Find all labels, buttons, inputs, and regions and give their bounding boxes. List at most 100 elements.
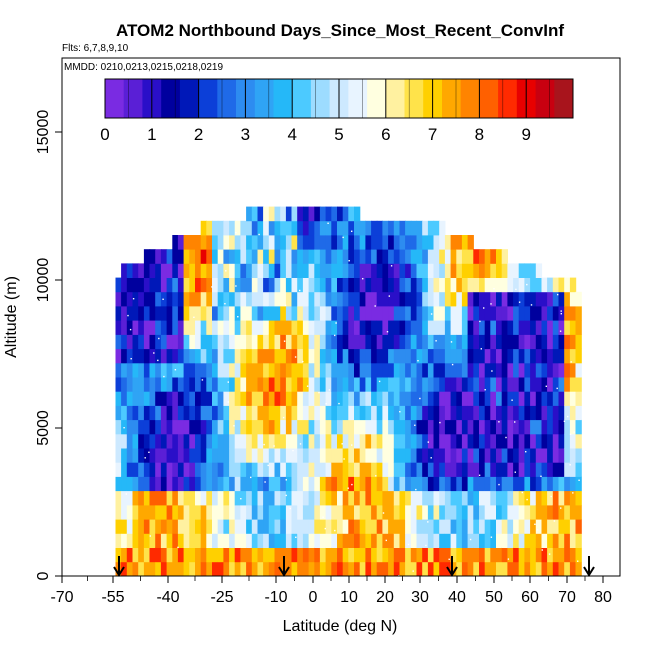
heatmap-cell	[513, 505, 520, 520]
heatmap-cell	[229, 462, 236, 477]
heatmap-cell	[535, 320, 543, 335]
heatmap-cell	[200, 519, 207, 534]
heatmap-cell	[354, 277, 361, 293]
heatmap-cell	[433, 320, 440, 335]
heatmap-cell	[348, 362, 355, 378]
heatmap-cell	[365, 433, 372, 449]
heatmap-cell	[297, 433, 304, 449]
heatmap-cell	[195, 291, 202, 307]
heatmap-cell	[206, 249, 213, 264]
heatmap-cell	[558, 291, 565, 307]
heatmap-cell	[280, 206, 287, 222]
heatmap-cell	[268, 206, 276, 222]
heatmap-cell	[206, 547, 213, 563]
heatmap-cell	[456, 377, 463, 392]
heatmap-cell	[195, 448, 202, 463]
heatmap-cell	[268, 405, 276, 421]
heatmap-cell	[427, 263, 435, 278]
trace-point	[439, 421, 441, 424]
heatmap-cell	[297, 220, 304, 236]
heatmap-cell	[251, 547, 259, 563]
heatmap-cell	[251, 277, 259, 293]
heatmap-cell	[518, 320, 525, 335]
heatmap-cell	[177, 561, 185, 576]
heatmap-cell	[382, 334, 389, 350]
heatmap-cell	[121, 377, 128, 392]
heatmap-cell	[291, 206, 298, 222]
heatmap-cell	[200, 505, 207, 520]
flights-note: Flts: 6,7,8,9,10	[62, 43, 129, 54]
heatmap-cell	[172, 391, 179, 406]
heatmap-cell	[535, 547, 543, 563]
heatmap-cell	[359, 490, 366, 506]
heatmap-cell	[126, 448, 134, 463]
heatmap-cell	[461, 419, 469, 435]
heatmap-cell	[382, 405, 389, 421]
heatmap-cell	[376, 291, 383, 307]
heatmap-cell	[479, 419, 486, 435]
heatmap-cell	[569, 561, 577, 576]
trace-point	[347, 487, 349, 489]
heatmap-cell	[223, 433, 230, 449]
heatmap-cell	[535, 377, 543, 392]
heatmap-cell	[439, 462, 446, 477]
heatmap-cell	[524, 519, 531, 534]
heatmap-cell	[524, 306, 531, 321]
heatmap-cell	[149, 505, 156, 520]
heatmap-cell	[314, 405, 321, 421]
colorbar-segment	[161, 79, 181, 118]
heatmap-cell	[524, 476, 531, 492]
heatmap-cell	[234, 277, 241, 293]
heatmap-cell	[189, 533, 196, 548]
heatmap-cell	[166, 490, 173, 506]
heatmap-cell	[359, 291, 366, 307]
heatmap-cell	[496, 561, 503, 576]
heatmap-cell	[427, 277, 435, 293]
trace-point	[306, 385, 309, 387]
trace-point	[507, 558, 510, 560]
heatmap-cell	[507, 490, 514, 506]
heatmap-cell	[195, 533, 202, 548]
heatmap-cell	[229, 277, 236, 293]
heatmap-cell	[189, 462, 196, 477]
heatmap-cell	[359, 519, 366, 534]
heatmap-cell	[337, 220, 344, 236]
trace-point	[338, 402, 340, 405]
trace-point	[385, 539, 387, 542]
heatmap-cell	[399, 490, 406, 506]
heatmap-cell	[143, 533, 151, 548]
heatmap-cell	[535, 348, 543, 364]
heatmap-cell	[217, 235, 224, 250]
heatmap-cell	[115, 490, 122, 506]
heatmap-cell	[263, 405, 270, 421]
heatmap-cell	[297, 505, 304, 520]
heatmap-cell	[399, 235, 406, 250]
heatmap-cell	[365, 448, 372, 463]
heatmap-cell	[319, 505, 327, 520]
heatmap-cell	[302, 334, 310, 350]
heatmap-cell	[177, 490, 185, 506]
heatmap-cell	[354, 533, 361, 548]
heatmap-cell	[331, 405, 338, 421]
heatmap-cell	[183, 490, 190, 506]
heatmap-cell	[433, 291, 440, 307]
heatmap-cell	[359, 263, 366, 278]
heatmap-cell	[365, 362, 372, 378]
heatmap-cell	[382, 519, 389, 534]
heatmap-cell	[501, 433, 508, 449]
heatmap-cell	[183, 348, 190, 364]
heatmap-cell	[518, 433, 525, 449]
heatmap-cell	[240, 405, 247, 421]
heatmap-cell	[461, 362, 469, 378]
heatmap-cell	[308, 206, 315, 222]
trace-point	[378, 380, 381, 383]
heatmap-cell	[422, 249, 429, 264]
heatmap-cell	[354, 505, 361, 520]
heatmap-cell	[337, 334, 344, 350]
heatmap-cell	[337, 277, 344, 293]
heatmap-cell	[535, 462, 543, 477]
colorbar-tick-label: 2	[194, 125, 203, 144]
heatmap-cell	[450, 391, 457, 406]
heatmap-cell	[450, 476, 457, 492]
heatmap-cell	[251, 348, 259, 364]
